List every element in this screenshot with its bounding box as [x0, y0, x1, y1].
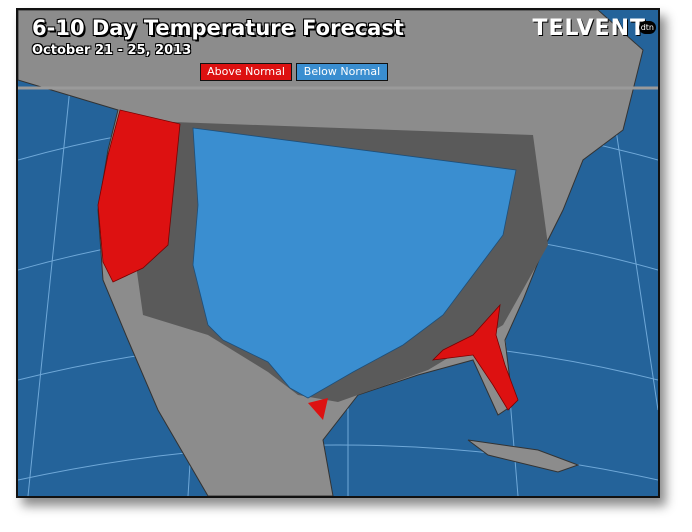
above-normal-texas [308, 398, 328, 420]
legend-below: Below Normal [296, 63, 388, 81]
subtitle: October 21 - 25, 2013 [32, 43, 192, 58]
map-frame: 6-10 Day Temperature Forecast October 21… [16, 8, 660, 498]
above-normal-southeast [431, 303, 519, 411]
cuba [467, 439, 580, 473]
logo: TELVENT [532, 16, 646, 41]
map [18, 10, 658, 496]
above-normal-west [97, 109, 181, 283]
legend-above: Above Normal [200, 63, 292, 81]
below-normal-area [192, 127, 517, 399]
title: 6-10 Day Temperature Forecast [32, 16, 404, 40]
logo-badge: dtn [638, 21, 656, 34]
